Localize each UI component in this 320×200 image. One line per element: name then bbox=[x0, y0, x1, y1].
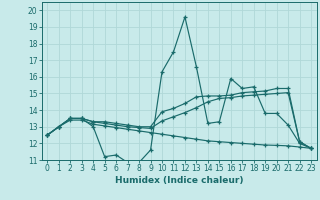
X-axis label: Humidex (Indice chaleur): Humidex (Indice chaleur) bbox=[115, 176, 244, 185]
